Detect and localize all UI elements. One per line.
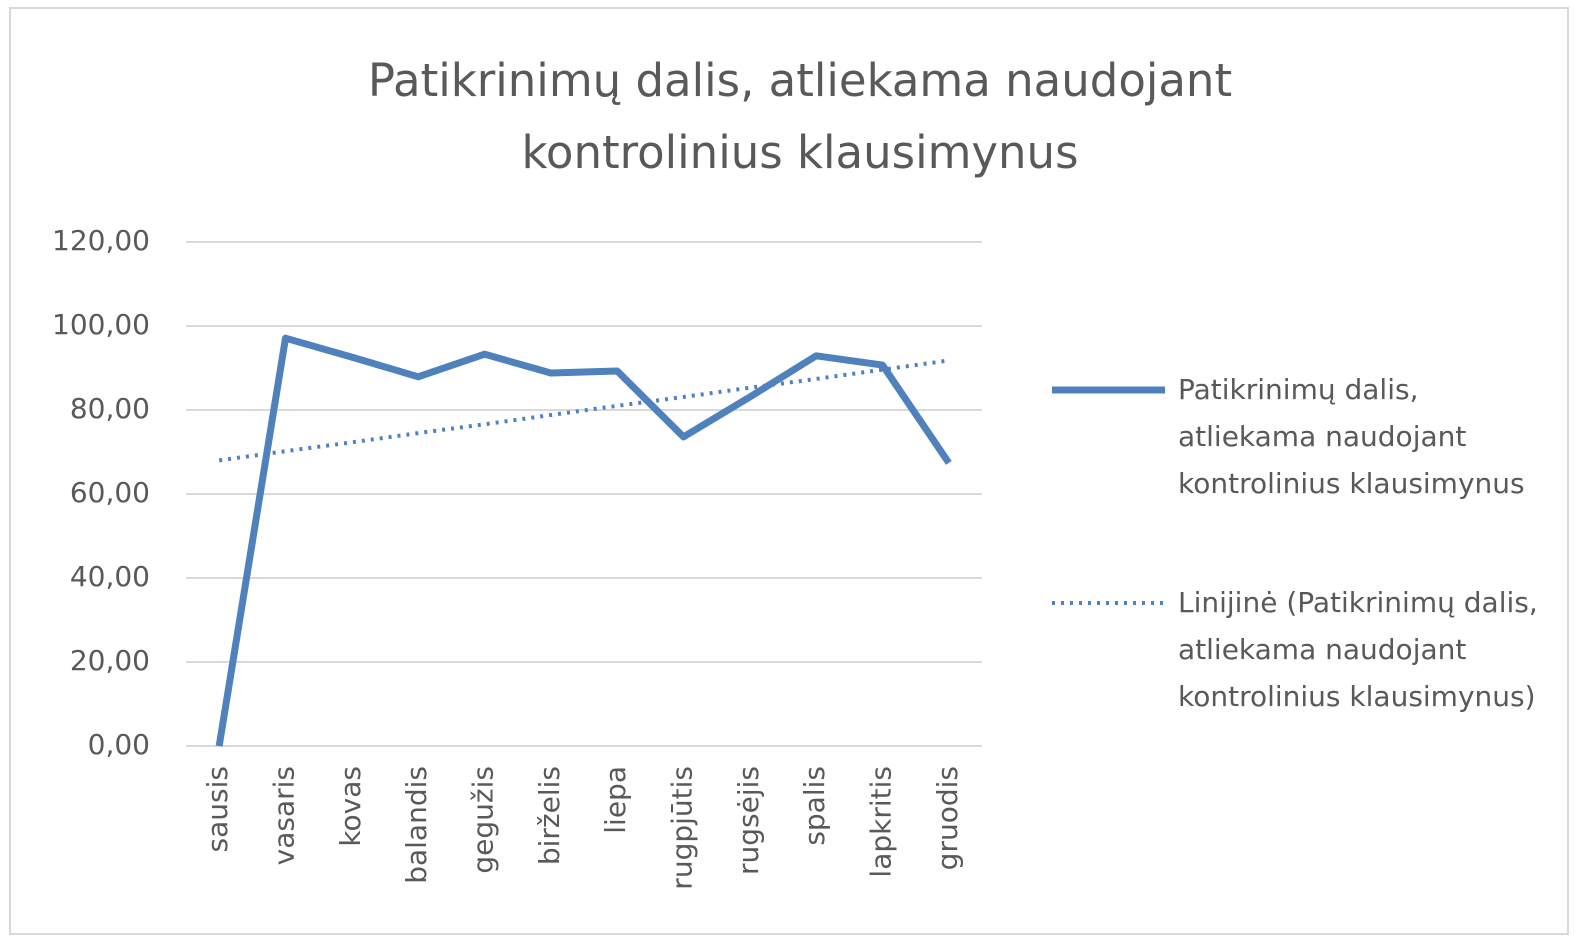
y-tick-label: 40,00: [70, 560, 150, 593]
x-tick-label: balandis: [400, 766, 433, 884]
y-tick-label: 0,00: [88, 728, 150, 761]
x-tick-label: gruodis: [931, 766, 964, 870]
y-tick-label: 80,00: [70, 392, 150, 425]
x-tick-label: sausis: [201, 766, 234, 852]
x-tick-label: vasaris: [268, 766, 301, 865]
x-tick-label: rugpjūtis: [666, 766, 699, 890]
y-tick-label: 100,00: [52, 308, 150, 341]
legend-box: Patikrinimų dalis, atliekama naudojant k…: [1178, 373, 1525, 500]
y-tick-label: 60,00: [70, 476, 150, 509]
legend-box: Linijinė (Patikrinimų dalis, atliekama n…: [1178, 586, 1538, 713]
legend-label: Patikrinimų dalis, atliekama naudojant k…: [1178, 373, 1525, 500]
title-box: Patikrinimų dalis, atliekama naudojant k…: [367, 54, 1233, 179]
x-tick-label: gegužis: [467, 766, 500, 874]
y-tick-label: 20,00: [70, 644, 150, 677]
chart-title: Patikrinimų dalis, atliekama naudojant k…: [367, 54, 1233, 179]
x-tick-label: rugsėjis: [732, 766, 765, 875]
x-tick-label: spalis: [798, 766, 831, 846]
x-tick-label: lapkritis: [865, 766, 898, 878]
x-tick-label: birželis: [533, 766, 566, 865]
x-tick-label: kovas: [334, 766, 367, 847]
series-line: [215, 334, 952, 747]
legend-label: Linijinė (Patikrinimų dalis, atliekama n…: [1178, 586, 1538, 713]
chart-border: [9, 7, 1569, 935]
x-tick-label: liepa: [599, 766, 632, 834]
y-tick-label: 120,00: [52, 224, 150, 257]
series-line: [218, 358, 950, 463]
